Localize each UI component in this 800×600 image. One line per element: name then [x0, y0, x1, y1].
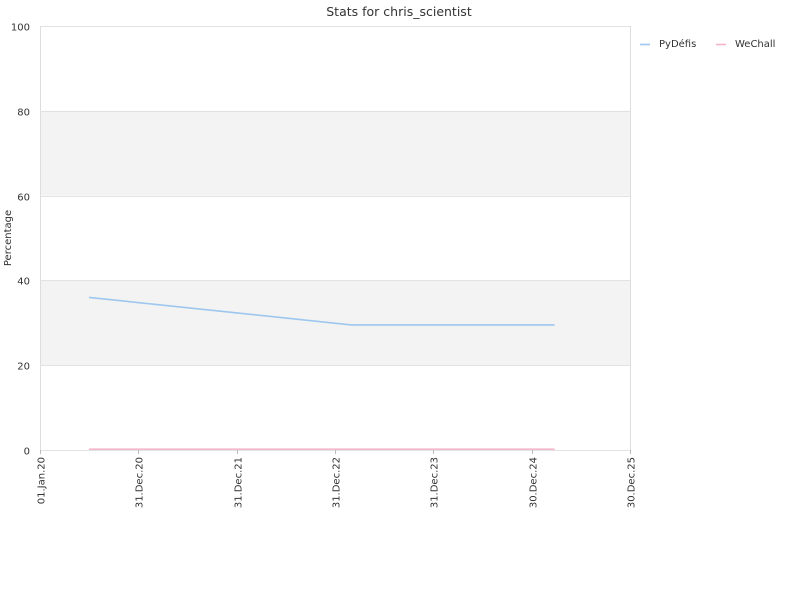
- y-tick-label: 20: [17, 362, 30, 373]
- legend: PyDéfis WeChall: [640, 38, 775, 50]
- y-tick-label: 40: [17, 277, 30, 288]
- chart-title: Stats for chris_scientist: [326, 4, 472, 19]
- x-tick-label: 30.Dec.24: [529, 457, 540, 508]
- x-tick-label: 31.Dec.20: [135, 457, 146, 508]
- legend-label: WeChall: [735, 39, 775, 50]
- series-line-pyd-fis: [88, 296, 555, 326]
- legend-label: PyDéfis: [659, 38, 696, 50]
- x-tick-label: 31.Dec.21: [234, 457, 245, 508]
- series-lines: [88, 296, 555, 451]
- x-tick-label: 01.Jan.20: [37, 457, 48, 504]
- grid-band: [40, 110, 630, 196]
- x-tick-label: 31.Dec.22: [332, 457, 343, 508]
- y-axis: 0 20 40 60 80 100: [11, 23, 630, 458]
- y-tick-label: 80: [17, 108, 30, 119]
- x-tick-label: 31.Dec.23: [430, 457, 441, 508]
- x-tick-label: 30.Dec.25: [627, 457, 638, 508]
- y-tick-label: 100: [11, 23, 30, 34]
- y-tick-label: 0: [24, 447, 30, 458]
- x-axis: 01.Jan.20 31.Dec.20 31.Dec.21 31.Dec.22 31.D…: [37, 450, 638, 508]
- y-tick-label: 60: [17, 193, 30, 204]
- y-axis-label: Percentage: [3, 210, 14, 266]
